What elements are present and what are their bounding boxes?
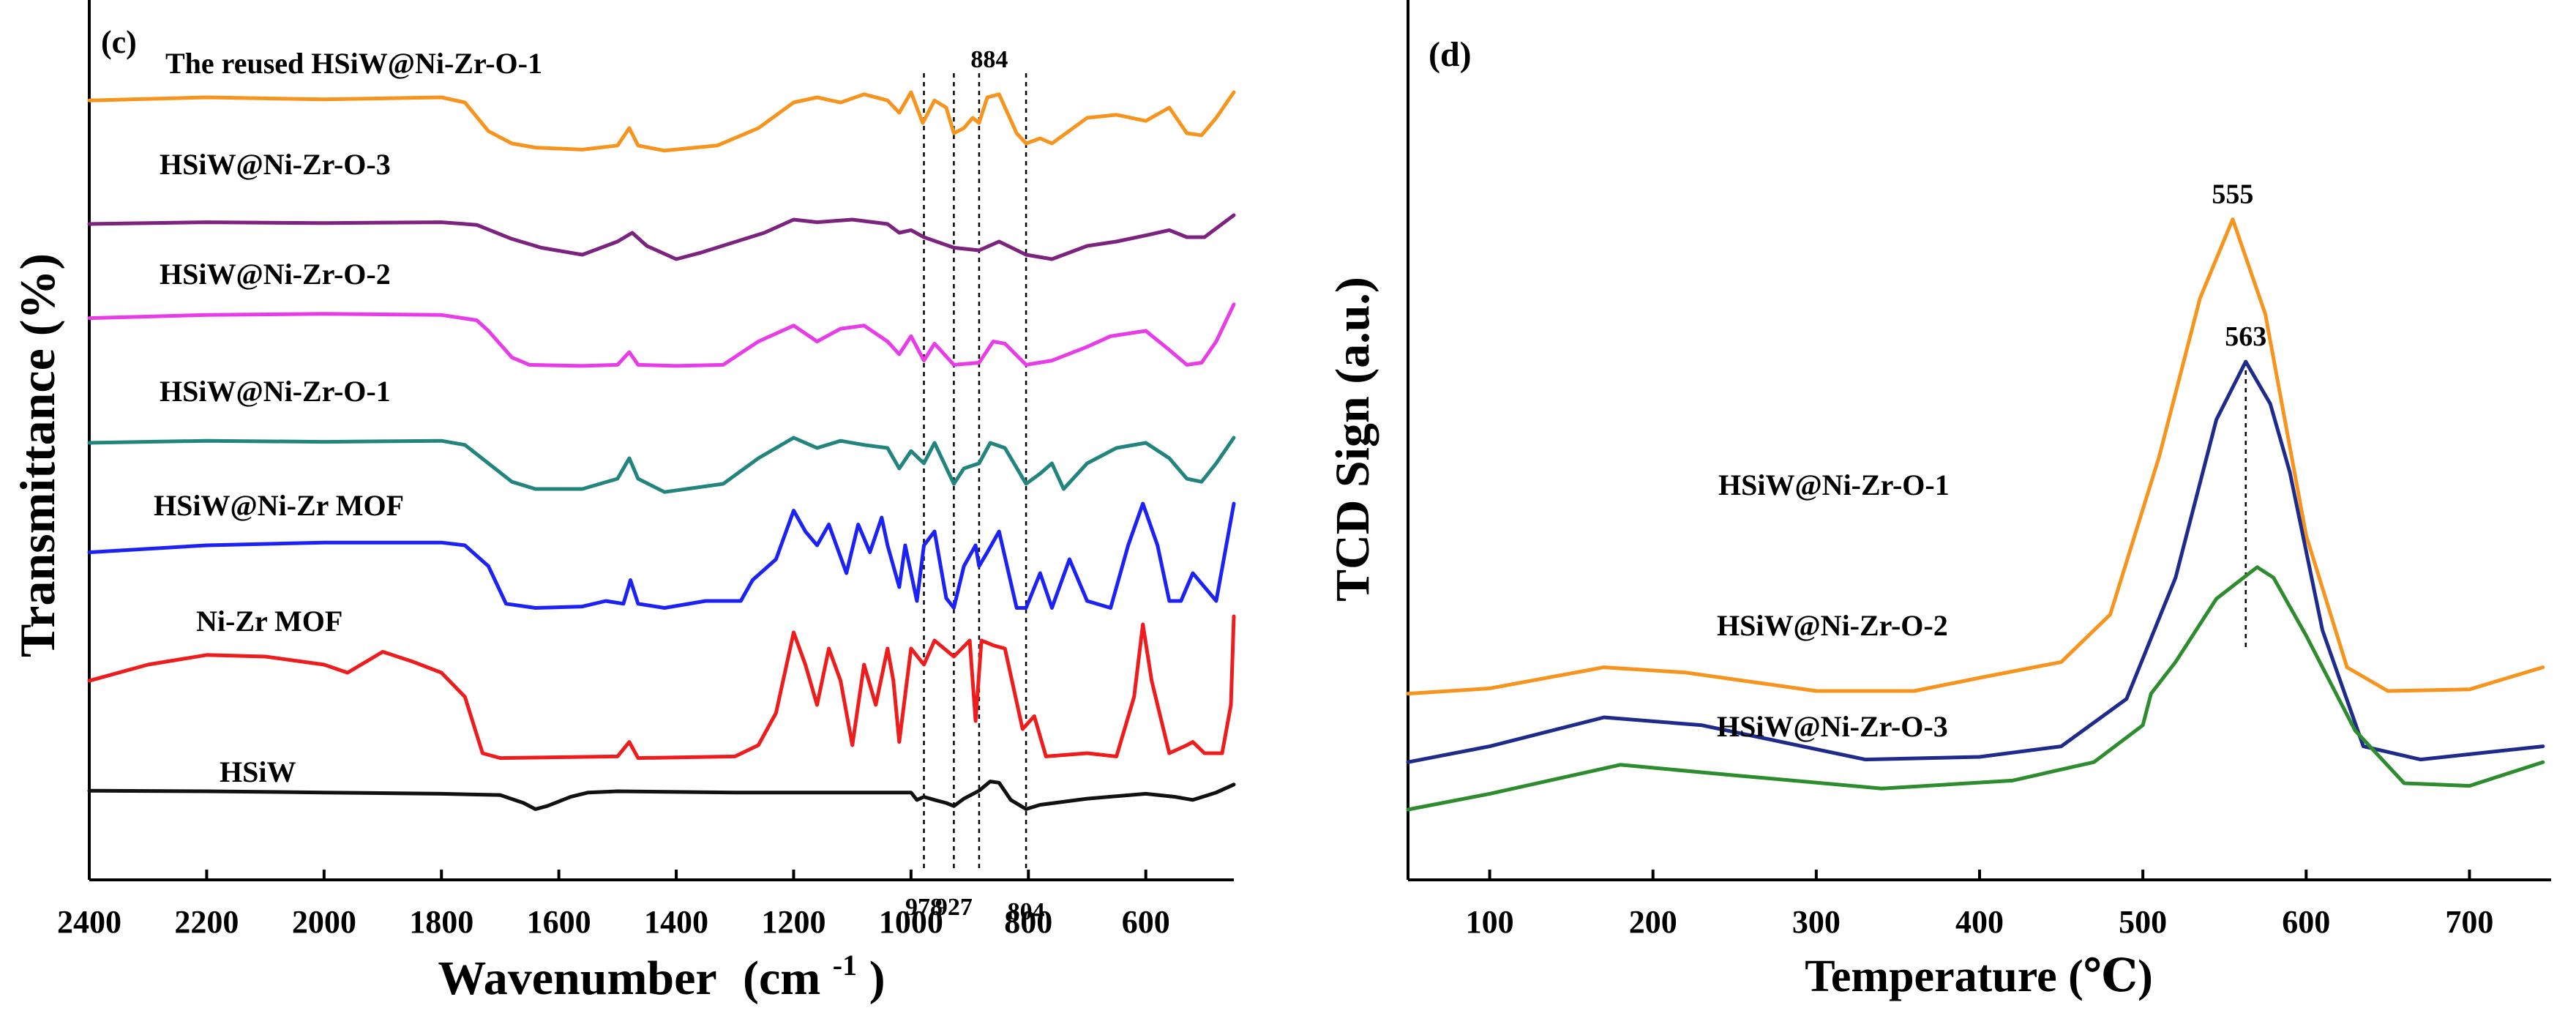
- c-series-hsiw-ni-zr-o-1: [87, 436, 1236, 494]
- d-x-tick-label: 600: [2282, 904, 2330, 940]
- c-series-hsiw: [87, 780, 1236, 811]
- d-y-axis-label: TCD Sign (a.u.): [1326, 277, 1379, 602]
- c-x-tick-label: 1000: [879, 904, 943, 940]
- d-series-hsiw-ni-zr-o-3: [1406, 565, 2545, 812]
- c-reference-label-978: 978: [905, 894, 943, 921]
- c-x-axis-label: Wavenumber (cm -1 ): [438, 933, 885, 1005]
- d-series-label: HSiW@Ni-Zr-O-2: [1717, 609, 1948, 642]
- c-series-label: HSiW: [220, 755, 296, 788]
- c-y-axis-label: Transmittance (%): [10, 253, 65, 657]
- c-x-axis-label-sup: -1: [833, 949, 857, 982]
- c-x-tick-label: 1200: [761, 904, 825, 940]
- d-series-labels: HSiW@Ni-Zr-O-1 HSiW@Ni-Zr-O-2 HSiW@Ni-Zr-O…: [1717, 468, 1950, 743]
- c-series-label: Ni-Zr MOF: [196, 605, 342, 638]
- c-series-label: HSiW@Ni-Zr-O-1: [160, 375, 391, 408]
- c-x-tick-label: 600: [1122, 904, 1170, 940]
- c-series-hsiw-ni-zr-o-2: [87, 302, 1236, 368]
- d-x-tick-label: 300: [1792, 904, 1841, 940]
- c-series-label: The reused HSiW@Ni-Zr-O-1: [165, 47, 542, 80]
- c-series-hsiw-ni-zr-o-3: [87, 213, 1236, 261]
- d-peak-label-555: 555: [2212, 179, 2253, 210]
- panel-c-ftir: 2400 2200 2000 1800 1600 1400 1200 1000 800 600 9…: [10, 0, 1236, 1005]
- d-reference-lines: 555 563: [2212, 179, 2266, 651]
- c-series-label: HSiW@Ni-Zr-O-2: [160, 258, 391, 291]
- c-spectra: [87, 90, 1236, 811]
- d-x-tick-label: 200: [1629, 904, 1677, 940]
- d-series-hsiw-ni-zr-o-1: [1406, 217, 2545, 696]
- d-series-hsiw-ni-zr-o-2: [1406, 359, 2545, 764]
- d-x-axis-label: Temperature (℃): [1805, 952, 2152, 1001]
- c-x-axis-label-unit: (cm: [743, 952, 820, 1005]
- c-reference-label-804: 804: [1008, 898, 1045, 925]
- c-x-tick-label: 1400: [644, 904, 708, 940]
- c-x-tick-label: 2400: [57, 904, 121, 940]
- c-x-axis-label-main: Wavenumber: [438, 952, 716, 1005]
- c-x-tick-label: 800: [1004, 904, 1052, 940]
- d-x-tick-label: 100: [1466, 904, 1514, 940]
- d-series-label: HSiW@Ni-Zr-O-3: [1717, 710, 1948, 743]
- c-x-tick-label: 1800: [409, 904, 473, 940]
- d-x-tick-label: 400: [1955, 904, 2004, 940]
- c-series-hsiw-ni-zr-mof: [87, 501, 1236, 610]
- c-x-tick-label: 2200: [174, 904, 239, 940]
- panel-d-tpd: 100 200 300 400 500 600 700 555 563 HSiW@Ni-Zr-…: [1326, 0, 2551, 1001]
- c-series-labels: The reused HSiW@Ni-Zr-O-1 HSiW@Ni-Zr-O-3 H…: [154, 47, 542, 788]
- c-panel-label: (c): [101, 24, 137, 60]
- d-tpd-curves: [1406, 217, 2545, 812]
- c-series-label: HSiW@Ni-Zr MOF: [154, 489, 404, 522]
- c-reference-label-884: 884: [970, 46, 1008, 73]
- d-x-tick-label: 700: [2445, 904, 2493, 940]
- c-series-ni-zr-mof: [87, 614, 1236, 761]
- d-x-ticks: 100 200 300 400 500 600 700: [1466, 870, 2493, 940]
- d-peak-label-563: 563: [2225, 321, 2266, 352]
- c-reference-label-927: 927: [935, 894, 973, 921]
- d-series-label: HSiW@Ni-Zr-O-1: [1718, 468, 1950, 501]
- c-x-axis-label-close: ): [869, 952, 886, 1005]
- c-series-the-reused-hsiw-ni-zr-o-1: [87, 90, 1236, 153]
- c-x-ticks: 2400 2200 2000 1800 1600 1400 1200 1000 800 600: [57, 870, 1170, 940]
- c-x-tick-label: 1600: [527, 904, 591, 940]
- c-x-tick-label: 2000: [292, 904, 356, 940]
- c-series-label: HSiW@Ni-Zr-O-3: [160, 148, 391, 181]
- d-panel-label: (d): [1429, 35, 1472, 74]
- d-x-tick-label: 500: [2119, 904, 2167, 940]
